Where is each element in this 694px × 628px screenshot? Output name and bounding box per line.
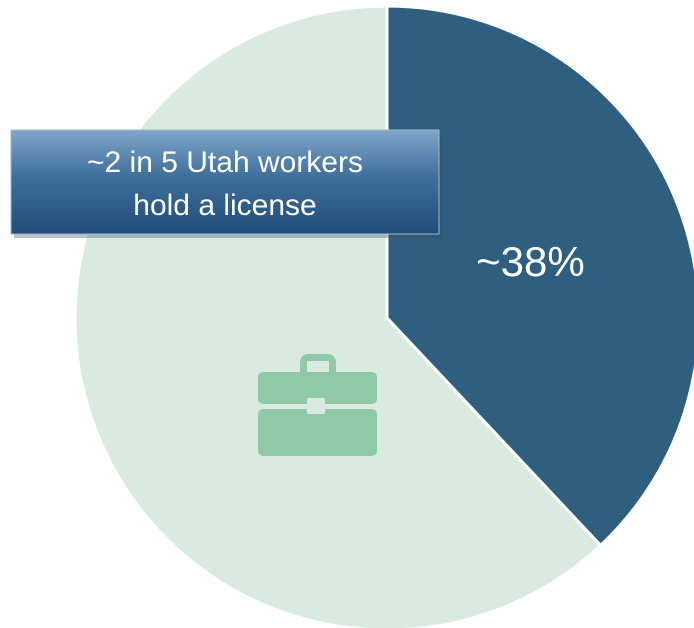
value-label: ~38%	[476, 238, 585, 285]
pie-slice	[385, 4, 694, 548]
annotation-line: hold a license	[133, 189, 316, 222]
labels: ~38%	[476, 238, 585, 285]
annotation-box: ~2 in 5 Utah workers hold a license	[10, 129, 442, 238]
briefcase-icon	[258, 354, 377, 456]
slices	[73, 4, 694, 628]
annotation-line: ~2 in 5 Utah workers	[87, 146, 363, 179]
